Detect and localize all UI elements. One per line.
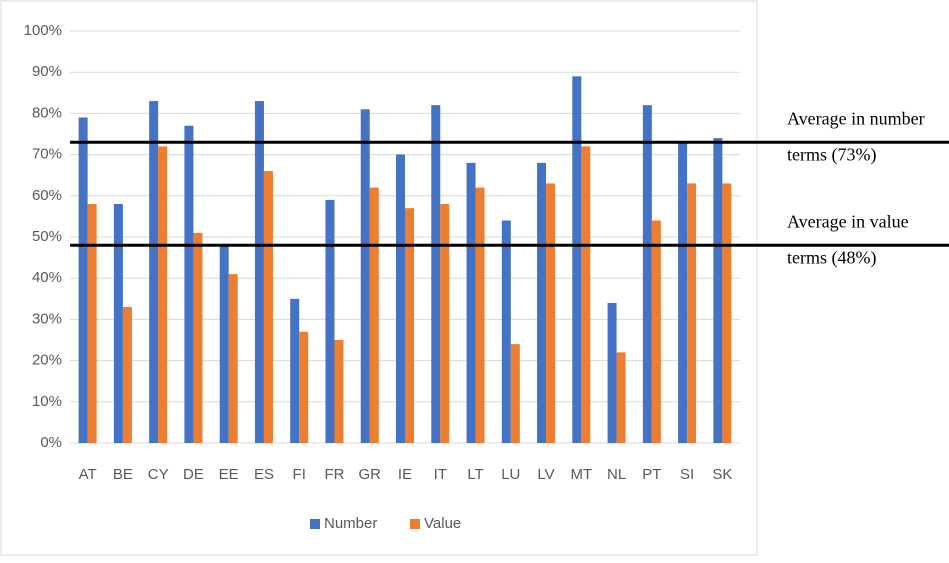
y-tick-label: 80% bbox=[32, 104, 62, 121]
bar bbox=[651, 220, 661, 443]
bar bbox=[678, 142, 688, 444]
bar bbox=[440, 204, 450, 443]
bar bbox=[466, 162, 476, 443]
x-tick-label: PT bbox=[642, 466, 661, 483]
bar bbox=[537, 162, 547, 443]
x-tick-label: IT bbox=[434, 466, 447, 483]
x-tick-label: ES bbox=[254, 466, 274, 483]
x-tick-label: EE bbox=[219, 466, 239, 483]
x-tick-label: LU bbox=[501, 466, 520, 483]
bar bbox=[87, 204, 97, 443]
x-tick-label: FR bbox=[324, 466, 344, 483]
bar bbox=[431, 105, 441, 443]
bar bbox=[158, 146, 168, 444]
bar bbox=[396, 154, 405, 443]
bar bbox=[228, 274, 238, 443]
bar bbox=[510, 344, 520, 443]
x-tick-label: AT bbox=[79, 466, 97, 483]
x-tick-label: LV bbox=[537, 466, 554, 483]
bar bbox=[78, 117, 88, 444]
bar bbox=[219, 245, 229, 443]
bar bbox=[722, 183, 732, 443]
legend-swatch bbox=[410, 519, 420, 529]
bar bbox=[299, 331, 309, 443]
bar bbox=[184, 125, 194, 443]
bar bbox=[263, 171, 273, 443]
y-tick-label: 0% bbox=[40, 434, 62, 451]
x-tick-label: LT bbox=[467, 466, 483, 483]
bar bbox=[334, 340, 344, 443]
x-tick-label: NL bbox=[607, 466, 626, 483]
x-tick-label: CY bbox=[148, 466, 169, 483]
x-tick-label: SI bbox=[680, 466, 694, 483]
annotation: Average in number bbox=[787, 108, 925, 128]
y-tick-label: 90% bbox=[32, 63, 62, 80]
legend-label: Number bbox=[324, 515, 377, 532]
y-tick-label: 60% bbox=[32, 187, 62, 204]
x-tick-label: DE bbox=[183, 466, 204, 483]
y-tick-label: 20% bbox=[32, 352, 62, 369]
annotation: terms (48%) bbox=[787, 247, 876, 268]
bar bbox=[581, 146, 591, 444]
bar bbox=[687, 183, 697, 443]
legend-label: Value bbox=[424, 515, 461, 532]
bar bbox=[642, 105, 652, 443]
bar bbox=[713, 138, 723, 443]
x-tick-label: FI bbox=[293, 466, 306, 483]
annotation: Average in value bbox=[787, 211, 909, 231]
bar bbox=[572, 76, 582, 443]
y-tick-label: 30% bbox=[32, 310, 62, 327]
bar bbox=[607, 302, 617, 443]
bar bbox=[193, 232, 203, 443]
bar bbox=[254, 101, 264, 443]
bar bbox=[616, 352, 626, 443]
bar bbox=[546, 183, 556, 443]
x-tick-label: MT bbox=[570, 466, 592, 483]
x-tick-label: BE bbox=[113, 466, 133, 483]
y-tick-label: 100% bbox=[24, 22, 62, 39]
bar bbox=[405, 208, 414, 443]
legend-swatch bbox=[310, 519, 320, 529]
bar bbox=[325, 199, 335, 443]
bar bbox=[369, 187, 379, 443]
y-tick-label: 10% bbox=[32, 393, 62, 410]
x-tick-label: IE bbox=[398, 466, 412, 483]
bar bbox=[475, 187, 485, 443]
bar bbox=[290, 298, 300, 443]
bar bbox=[360, 109, 370, 443]
annotation: terms (73%) bbox=[787, 144, 876, 165]
bar bbox=[113, 204, 123, 443]
x-tick-label: SK bbox=[712, 466, 732, 483]
y-tick-label: 70% bbox=[32, 146, 62, 163]
bar bbox=[122, 307, 132, 443]
x-tick-label: GR bbox=[358, 466, 381, 483]
bar bbox=[149, 101, 159, 443]
bar bbox=[501, 220, 511, 443]
y-tick-label: 40% bbox=[32, 269, 62, 286]
y-tick-label: 50% bbox=[32, 228, 62, 245]
